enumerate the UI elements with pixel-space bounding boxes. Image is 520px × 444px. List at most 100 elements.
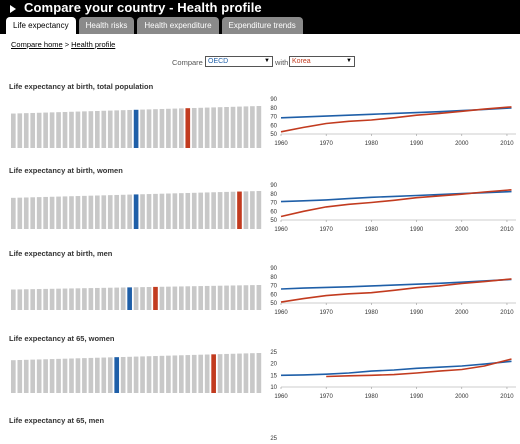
country-bar [256, 191, 262, 229]
x-tick-label: 2000 [455, 141, 469, 147]
country-bar [256, 353, 262, 393]
country-bar [153, 109, 158, 148]
x-tick-label: 1990 [410, 227, 424, 233]
breadcrumb-home-link[interactable]: Compare home [11, 40, 63, 49]
country-bar [250, 106, 255, 148]
country-bar [11, 197, 16, 229]
y-tick-label: 70 [270, 201, 277, 207]
ranking-bar-strip [11, 191, 263, 229]
korea-series-line [280, 189, 512, 218]
ranking-bars-svg [11, 106, 262, 148]
trend-line-chart: 25 [263, 432, 520, 444]
y-tick-label: 80 [270, 275, 277, 281]
country-bar [153, 193, 158, 229]
compare-label: Compare > [172, 58, 210, 67]
compare-row: Compare > OECD ▼ with Korea ▼ [0, 56, 520, 68]
y-tick-label: 80 [270, 192, 277, 198]
trend-line-chart: 50 60 70 80 90 1960 1970 1980 1990 2000 2010 [263, 96, 520, 147]
country-bar [30, 197, 36, 229]
korea-bar [185, 108, 191, 148]
country-bar [217, 354, 223, 393]
country-bar [17, 197, 23, 229]
country-bar [114, 194, 120, 229]
country-bar [146, 287, 152, 310]
country-bar [172, 355, 178, 393]
y-tick-label: 60 [270, 292, 277, 298]
country-bar [217, 107, 223, 148]
country-bar [243, 106, 249, 148]
dropdown-arrow-icon: ▼ [346, 58, 352, 64]
country-bar [69, 196, 74, 229]
tab-health-risks[interactable]: Health risks [78, 17, 135, 34]
breadcrumb-current-link[interactable]: Health profile [71, 40, 116, 49]
x-tick-label: 1970 [320, 227, 334, 233]
tab-bar: Life expectancy Health risks Health expe… [6, 17, 303, 34]
x-tick-label: 2010 [500, 394, 514, 400]
country-bar [243, 191, 249, 229]
section-title: Life expectancy at 65, women [9, 334, 115, 343]
x-tick-label: 1980 [365, 141, 379, 147]
korea-bar [237, 191, 242, 229]
country-bar [62, 196, 68, 229]
country-bar [120, 287, 126, 310]
korea-series-line [326, 358, 512, 378]
country-bar [159, 286, 165, 310]
country-bar [43, 196, 48, 229]
country-bar [23, 113, 29, 148]
country-bar [120, 356, 126, 393]
oecd-bar [133, 109, 139, 148]
korea-series-line [280, 106, 512, 133]
country-bar [172, 108, 178, 148]
country-bar [185, 192, 191, 229]
country-bar [107, 287, 113, 310]
country-bar [191, 107, 197, 148]
country-bar [30, 359, 36, 393]
country-bar [43, 288, 48, 310]
country-bar [250, 285, 255, 310]
compare-country-b-select[interactable]: Korea ▼ [289, 56, 355, 67]
country-bar [250, 353, 255, 393]
country-bar [204, 192, 210, 229]
tab-health-expenditure[interactable]: Health expenditure [137, 17, 219, 34]
country-bar [146, 109, 152, 148]
with-label: with [275, 58, 289, 67]
country-bar [146, 356, 152, 393]
country-bar [179, 193, 184, 229]
trend-line-chart: 10 15 20 25 1960 1970 1980 1990 2000 2010 [263, 349, 520, 400]
compare-country-a-select[interactable]: OECD ▼ [205, 56, 273, 67]
country-bar [82, 288, 87, 310]
country-bar [198, 286, 204, 310]
country-bar [75, 196, 81, 229]
section-title: Life expectancy at 65, men [9, 416, 105, 425]
country-bar [36, 112, 42, 148]
y-tick-label: 90 [270, 97, 277, 103]
country-bar [11, 289, 16, 310]
country-bar [23, 197, 29, 229]
section-title: Life expectancy at birth, women [9, 166, 123, 175]
country-bar [198, 354, 204, 393]
country-bar [133, 356, 139, 393]
country-bar [217, 285, 223, 310]
country-bar [101, 287, 107, 310]
country-bar [166, 286, 171, 310]
tab-life-expectancy[interactable]: Life expectancy [6, 17, 76, 34]
country-bar [224, 353, 229, 393]
country-bar [230, 285, 236, 310]
country-bar [211, 107, 216, 148]
country-bar [36, 197, 42, 229]
country-bar [17, 289, 23, 310]
y-tick-label: 80 [270, 106, 277, 112]
country-bar [153, 356, 158, 393]
breadcrumb: Compare home > Health profile [11, 40, 115, 49]
country-bar [237, 285, 242, 310]
x-tick-label: 1990 [410, 310, 424, 316]
country-bar [101, 195, 107, 229]
y-tick-label: 10 [270, 385, 277, 391]
country-bar [88, 111, 94, 148]
country-bar [185, 286, 191, 310]
country-bar [256, 285, 262, 310]
country-bar [204, 285, 210, 310]
x-tick-label: 1970 [320, 141, 334, 147]
tab-expenditure-trends[interactable]: Expenditure trends [221, 17, 303, 34]
country-bar [211, 285, 216, 310]
